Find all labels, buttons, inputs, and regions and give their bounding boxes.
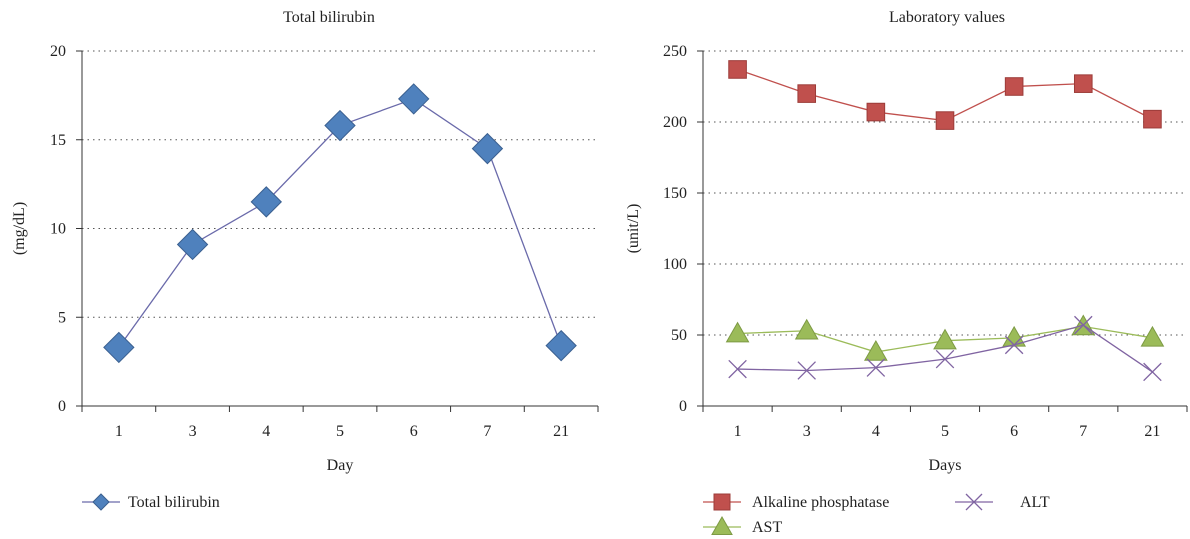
data-point-square [866, 102, 886, 122]
data-point-x [935, 349, 955, 369]
legend-item: AST [703, 515, 782, 536]
series-alkaline-phosphatase [728, 60, 1162, 130]
x-tick-label: 1 [734, 423, 742, 440]
x-axis-label: Day [327, 457, 354, 474]
data-point-x [1074, 315, 1093, 335]
legend-item: ALT [955, 493, 1050, 511]
y-tick-label: 0 [58, 398, 66, 415]
y-tick-label: 50 [671, 327, 687, 344]
x-tick-label: 3 [803, 423, 811, 440]
y-tick-label: 150 [663, 185, 687, 202]
x-tick-label: 21 [553, 423, 569, 440]
data-point-diamond [324, 109, 356, 142]
data-point-triangle [933, 328, 957, 350]
y-tick-label: 15 [50, 132, 66, 149]
data-point-square [1004, 77, 1024, 96]
data-point-x [1004, 335, 1024, 355]
data-point-diamond [176, 228, 209, 261]
legend-diamond-icon [92, 493, 110, 511]
y-tick-label: 10 [50, 221, 66, 238]
x-tick-label: 6 [410, 423, 418, 440]
series-alt [728, 315, 1162, 382]
chart-title: Total bilirubin [283, 9, 375, 26]
x-axis-label: Days [929, 457, 962, 474]
legend-item: Alkaline phosphatase [703, 493, 889, 511]
legend-label: Alkaline phosphatase [752, 494, 889, 511]
data-point-x [866, 358, 886, 377]
x-tick-label: 4 [262, 423, 270, 440]
data-point-x [797, 361, 816, 380]
data-point-triangle [725, 321, 750, 343]
data-point-square [797, 84, 817, 103]
data-point-triangle [863, 340, 888, 361]
y-tick-label: 5 [58, 309, 66, 326]
y-tick-label: 200 [663, 114, 687, 131]
data-point-square [935, 111, 955, 130]
data-point-square [1143, 109, 1162, 129]
y-axis-label: (mg/dL) [11, 202, 28, 255]
y-tick-label: 100 [663, 256, 687, 273]
data-point-square [728, 60, 747, 79]
x-tick-label: 7 [483, 423, 491, 440]
data-point-triangle [1140, 325, 1165, 347]
x-tick-label: 1 [115, 423, 123, 440]
chart-1: Total bilirubin 0 5 10 15 20 1 3 4 5 6 7 21 Day (mg/dL… [11, 9, 599, 511]
data-point-x [1143, 362, 1162, 382]
y-axis-label: (unit/L) [625, 204, 642, 254]
x-tick-label: 5 [941, 423, 949, 440]
x-tick-label: 6 [1010, 423, 1018, 440]
y-tick-label: 250 [663, 43, 687, 60]
data-point-diamond [398, 83, 430, 115]
data-point-triangle [1002, 325, 1027, 347]
legend-label: AST [752, 519, 782, 536]
data-point-diamond [545, 329, 577, 362]
data-point-diamond [103, 331, 135, 364]
x-tick-label: 7 [1079, 423, 1087, 440]
data-point-diamond [471, 132, 504, 165]
x-tick-label: 3 [189, 423, 197, 440]
y-tick-label: 20 [50, 43, 66, 60]
legend-square-icon [713, 493, 731, 511]
x-tick-label: 5 [336, 423, 344, 440]
legend-x-icon [965, 493, 983, 511]
series-ast [725, 314, 1165, 361]
data-point-triangle [794, 318, 819, 340]
legend-label: ALT [1020, 494, 1050, 511]
legend-triangle-icon [711, 515, 733, 535]
chart-title: Laboratory values [889, 9, 1005, 26]
data-point-square [1073, 74, 1093, 93]
legend-item: Total bilirubin [82, 493, 220, 511]
series-total-bilirubin [103, 83, 577, 364]
data-point-x [728, 359, 747, 379]
chart-2: Laboratory values 0 50 100 150 200 250 1 3 4 5 6 7 21… [625, 9, 1188, 536]
legend-label: Total bilirubin [128, 494, 220, 511]
x-tick-label: 21 [1144, 423, 1160, 440]
x-tick-label: 4 [872, 423, 880, 440]
y-tick-label: 0 [679, 398, 687, 415]
data-point-diamond [250, 186, 282, 218]
